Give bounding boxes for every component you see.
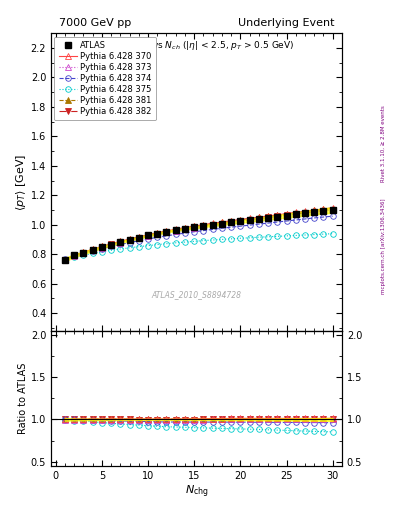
Text: Average $p_T$ vs $N_{ch}$ ($|\eta|$ < 2.5, $p_T$ > 0.5 GeV): Average $p_T$ vs $N_{ch}$ ($|\eta|$ < 2.… [99, 39, 294, 52]
Legend: ATLAS, Pythia 6.428 370, Pythia 6.428 373, Pythia 6.428 374, Pythia 6.428 375, P: ATLAS, Pythia 6.428 370, Pythia 6.428 37… [54, 37, 156, 120]
X-axis label: $N_{\rm chg}$: $N_{\rm chg}$ [185, 483, 208, 500]
Text: Underlying Event: Underlying Event [237, 18, 334, 28]
Text: Rivet 3.1.10, ≥ 2.8M events: Rivet 3.1.10, ≥ 2.8M events [381, 105, 386, 182]
Text: ATLAS_2010_S8894728: ATLAS_2010_S8894728 [151, 290, 242, 300]
Y-axis label: $\langle p_T \rangle$ [GeV]: $\langle p_T \rangle$ [GeV] [14, 154, 28, 210]
Y-axis label: Ratio to ATLAS: Ratio to ATLAS [18, 362, 28, 434]
Text: 7000 GeV pp: 7000 GeV pp [59, 18, 131, 28]
Text: mcplots.cern.ch [arXiv:1306.3436]: mcplots.cern.ch [arXiv:1306.3436] [381, 198, 386, 293]
